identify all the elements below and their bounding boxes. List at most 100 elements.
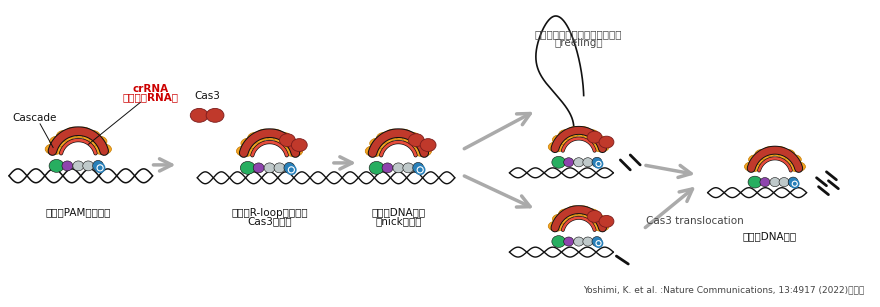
- Ellipse shape: [253, 163, 264, 173]
- Ellipse shape: [377, 132, 394, 143]
- Ellipse shape: [595, 239, 603, 247]
- Ellipse shape: [93, 144, 112, 155]
- Ellipse shape: [574, 237, 583, 246]
- Ellipse shape: [755, 149, 771, 159]
- Ellipse shape: [771, 146, 788, 157]
- Ellipse shape: [793, 182, 796, 186]
- Ellipse shape: [241, 138, 259, 149]
- Ellipse shape: [583, 158, 593, 167]
- Ellipse shape: [96, 163, 105, 172]
- Ellipse shape: [98, 165, 103, 170]
- Ellipse shape: [82, 130, 100, 141]
- Ellipse shape: [248, 132, 266, 143]
- Ellipse shape: [264, 163, 275, 173]
- Text: 二本鷚DNA切断: 二本鷚DNA切断: [743, 231, 797, 241]
- Ellipse shape: [403, 163, 414, 173]
- Ellipse shape: [788, 177, 798, 187]
- Ellipse shape: [409, 138, 427, 149]
- Ellipse shape: [65, 127, 83, 138]
- Ellipse shape: [749, 154, 765, 165]
- Ellipse shape: [574, 158, 583, 167]
- Ellipse shape: [559, 209, 576, 219]
- Ellipse shape: [789, 162, 805, 172]
- Ellipse shape: [567, 126, 583, 137]
- Ellipse shape: [744, 162, 761, 172]
- Ellipse shape: [370, 138, 387, 149]
- Ellipse shape: [748, 176, 762, 188]
- Ellipse shape: [62, 161, 73, 171]
- Ellipse shape: [785, 154, 802, 165]
- Ellipse shape: [418, 167, 422, 172]
- Ellipse shape: [592, 157, 602, 167]
- Ellipse shape: [593, 142, 609, 152]
- Ellipse shape: [402, 132, 420, 143]
- Ellipse shape: [760, 177, 770, 187]
- Ellipse shape: [564, 237, 574, 246]
- Ellipse shape: [274, 132, 291, 143]
- Text: 一本鷚DNA切断: 一本鷚DNA切断: [371, 208, 425, 217]
- Ellipse shape: [287, 165, 296, 174]
- Ellipse shape: [408, 134, 424, 146]
- Ellipse shape: [365, 146, 383, 157]
- Ellipse shape: [190, 108, 208, 122]
- Ellipse shape: [274, 163, 285, 173]
- Text: crRNA: crRNA: [133, 84, 169, 94]
- Ellipse shape: [92, 161, 104, 171]
- Ellipse shape: [597, 162, 600, 166]
- Ellipse shape: [240, 161, 255, 174]
- Ellipse shape: [237, 146, 254, 157]
- Ellipse shape: [369, 161, 384, 174]
- Ellipse shape: [597, 241, 600, 245]
- Ellipse shape: [265, 129, 283, 140]
- Ellipse shape: [589, 135, 605, 145]
- Ellipse shape: [291, 139, 307, 152]
- Ellipse shape: [587, 211, 602, 222]
- Ellipse shape: [49, 159, 64, 172]
- Ellipse shape: [575, 126, 591, 137]
- Ellipse shape: [575, 206, 591, 216]
- Ellipse shape: [791, 180, 799, 188]
- Ellipse shape: [770, 177, 780, 187]
- Ellipse shape: [49, 136, 68, 147]
- Ellipse shape: [583, 237, 593, 246]
- Ellipse shape: [552, 236, 566, 247]
- Ellipse shape: [552, 156, 566, 168]
- Ellipse shape: [206, 108, 224, 122]
- Ellipse shape: [413, 162, 423, 173]
- Ellipse shape: [280, 134, 296, 146]
- Ellipse shape: [548, 142, 565, 152]
- Text: Cas3 translocation: Cas3 translocation: [646, 216, 744, 226]
- Ellipse shape: [599, 136, 614, 148]
- Text: （ガイドRNA）: （ガイドRNA）: [122, 92, 179, 103]
- Ellipse shape: [284, 162, 295, 173]
- Ellipse shape: [83, 161, 93, 171]
- Ellipse shape: [763, 146, 779, 157]
- Text: （nick導入）: （nick導入）: [375, 216, 422, 227]
- Ellipse shape: [414, 146, 431, 157]
- Ellipse shape: [589, 214, 605, 224]
- Text: Cascade: Cascade: [12, 113, 56, 123]
- Ellipse shape: [394, 129, 412, 140]
- Text: ヘリカーゼによる巻き取り反応: ヘリカーゼによる巻き取り反応: [535, 29, 622, 39]
- Ellipse shape: [45, 144, 63, 155]
- Text: Yoshimi, K. et al. :Nature Communications, 13:4917 (2022)を参考: Yoshimi, K. et al. :Nature Communication…: [583, 286, 864, 295]
- Ellipse shape: [593, 221, 609, 231]
- Ellipse shape: [548, 221, 565, 231]
- Ellipse shape: [415, 165, 425, 174]
- Ellipse shape: [256, 129, 274, 140]
- Ellipse shape: [393, 163, 404, 173]
- Ellipse shape: [89, 136, 107, 147]
- Text: Cas3の結合: Cas3の結合: [247, 216, 292, 227]
- Ellipse shape: [73, 161, 84, 171]
- Ellipse shape: [564, 158, 574, 167]
- Ellipse shape: [559, 130, 576, 139]
- Ellipse shape: [385, 129, 403, 140]
- Ellipse shape: [779, 149, 795, 159]
- Ellipse shape: [779, 177, 789, 187]
- Ellipse shape: [285, 146, 303, 157]
- Text: 標的（PAM）の探索: 標的（PAM）の探索: [46, 208, 111, 217]
- Text: Cas3: Cas3: [194, 91, 220, 102]
- Ellipse shape: [553, 214, 568, 224]
- Ellipse shape: [553, 135, 568, 145]
- Ellipse shape: [587, 131, 602, 143]
